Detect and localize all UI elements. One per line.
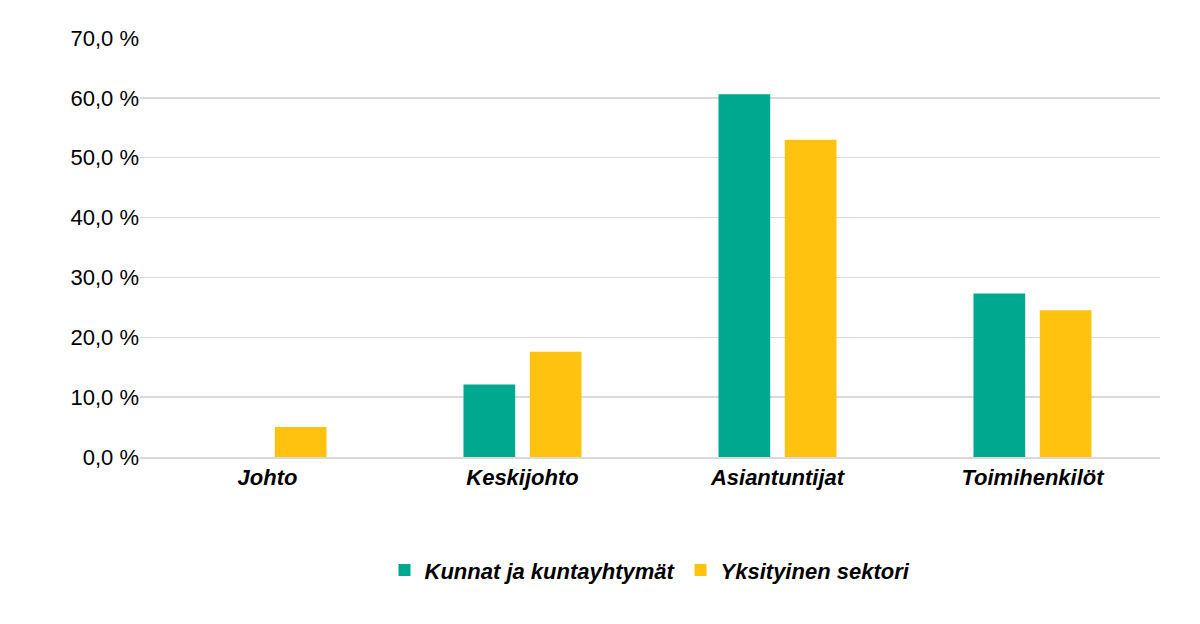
svg-text:60,0 %: 60,0 % [71, 86, 140, 111]
svg-text:10,0 %: 10,0 % [71, 385, 140, 410]
svg-text:30,0 %: 30,0 % [71, 265, 140, 290]
svg-text:Toimihenkilöt: Toimihenkilöt [961, 465, 1105, 490]
svg-text:0,0 %: 0,0 % [83, 445, 139, 470]
svg-text:70,0 %: 70,0 % [71, 26, 140, 51]
svg-text:Asiantuntijat: Asiantuntijat [710, 465, 846, 490]
svg-text:Johto: Johto [238, 465, 298, 490]
svg-text:Kunnat ja kuntayhtymät: Kunnat ja kuntayhtymät [425, 559, 676, 584]
svg-text:Keskijohto: Keskijohto [466, 465, 578, 490]
svg-text:40,0 %: 40,0 % [71, 205, 140, 230]
svg-text:20,0 %: 20,0 % [71, 325, 140, 350]
svg-text:Yksityinen sektori: Yksityinen sektori [721, 559, 910, 584]
svg-text:50,0 %: 50,0 % [71, 145, 140, 170]
